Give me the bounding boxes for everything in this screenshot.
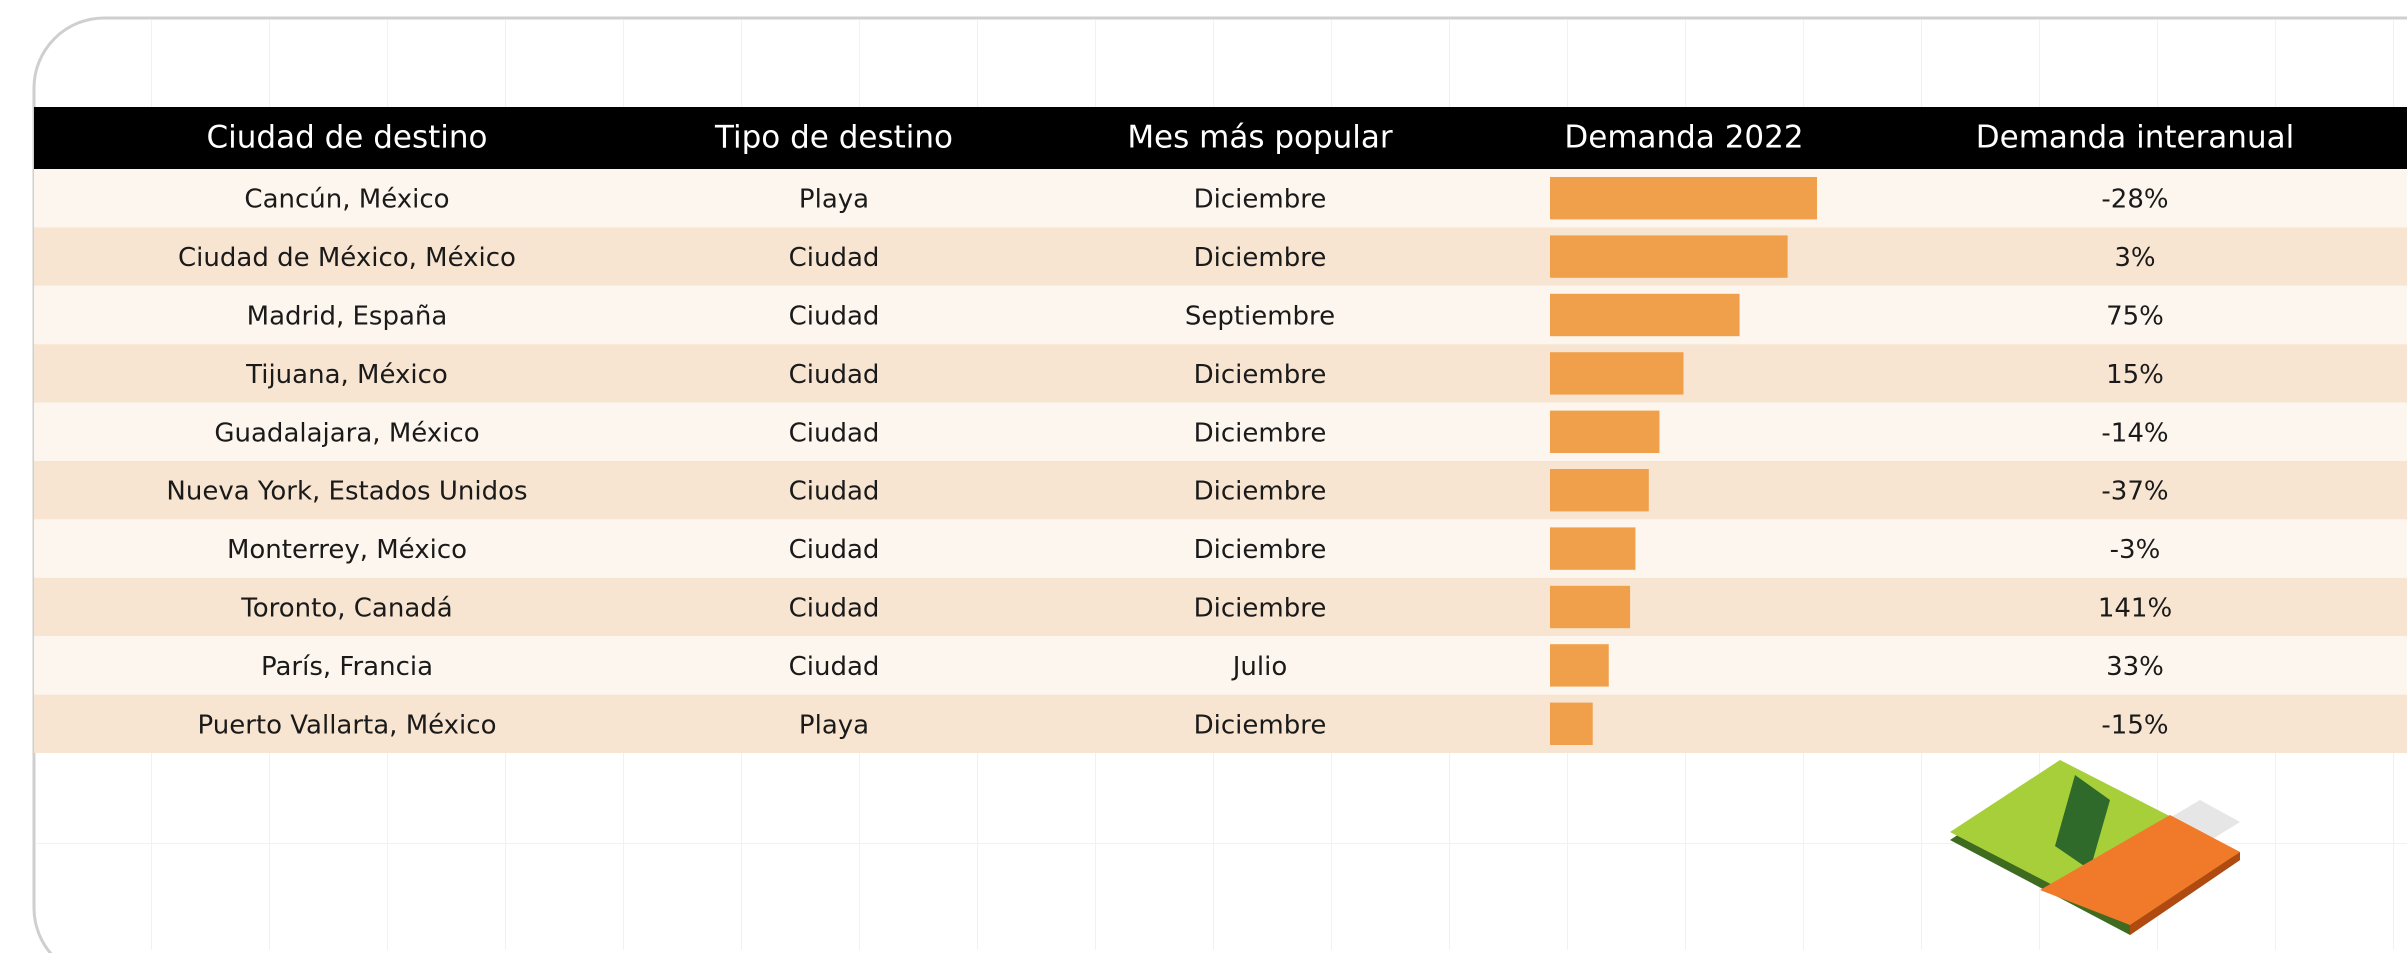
cell: 141% xyxy=(2098,594,2172,624)
cell: Ciudad xyxy=(789,477,880,507)
bar xyxy=(1550,527,1636,570)
wallet-illustration xyxy=(1950,760,2240,935)
cell: Puerto Vallarta, México xyxy=(198,710,497,740)
column-header: Demanda 2022 xyxy=(1564,120,1803,156)
cell: Ciudad xyxy=(789,302,880,332)
bar xyxy=(1550,293,1740,337)
table-header xyxy=(34,107,2407,169)
cell: Diciembre xyxy=(1194,477,1327,507)
bar xyxy=(1550,469,1649,512)
cell: 33% xyxy=(2106,652,2164,682)
cell: Nueva York, Estados Unidos xyxy=(166,477,527,507)
cell: Julio xyxy=(1231,652,1288,682)
table-row xyxy=(34,227,2407,286)
bar xyxy=(1550,644,1609,687)
cell: Diciembre xyxy=(1194,360,1327,390)
cell: 3% xyxy=(2114,243,2155,273)
table-row xyxy=(34,636,2407,695)
cell: 75% xyxy=(2106,302,2164,332)
cell: Diciembre xyxy=(1194,535,1327,565)
cell: Toronto, Canadá xyxy=(240,594,452,624)
table-row xyxy=(34,577,2407,637)
cell: Cancún, México xyxy=(244,185,449,215)
cell: Diciembre xyxy=(1194,594,1327,624)
bar xyxy=(1550,585,1631,629)
cell: Playa xyxy=(799,185,869,215)
table-row xyxy=(34,169,2407,228)
cell: Ciudad xyxy=(789,594,880,624)
cell: -14% xyxy=(2101,418,2168,448)
table-row xyxy=(34,519,2407,578)
bar xyxy=(1550,410,1660,453)
cell: Guadalajara, México xyxy=(214,418,479,448)
cell: Ciudad xyxy=(789,535,880,565)
cell: -15% xyxy=(2101,710,2168,740)
cell: -3% xyxy=(2110,535,2161,565)
cell: Ciudad xyxy=(789,652,880,682)
cell: Tijuana, México xyxy=(245,360,448,390)
cell: Ciudad xyxy=(789,243,880,273)
cell: Diciembre xyxy=(1194,243,1327,273)
table-row xyxy=(34,694,2407,753)
column-header: Ciudad de destino xyxy=(207,120,488,156)
cell: Playa xyxy=(799,710,869,740)
table-row xyxy=(34,461,2407,520)
cell: Ciudad de México, México xyxy=(178,243,516,273)
cell: París, Francia xyxy=(261,652,433,682)
cell: -28% xyxy=(2101,185,2168,215)
column-header: Mes más popular xyxy=(1127,120,1393,156)
cell: Diciembre xyxy=(1194,710,1327,740)
column-header: Demanda interanual xyxy=(1976,120,2294,156)
cell: Ciudad xyxy=(789,418,880,448)
cell: Septiembre xyxy=(1185,302,1335,332)
cell: Ciudad xyxy=(789,360,880,390)
table-body: Cancún, México Playa Diciembre -28% Ciudad d… xyxy=(34,169,2407,753)
bar xyxy=(1550,235,1788,278)
cell: 15% xyxy=(2106,360,2164,390)
cell: -37% xyxy=(2101,477,2168,507)
bar xyxy=(1550,177,1817,220)
table-row xyxy=(34,285,2407,345)
bar xyxy=(1550,352,1684,395)
cell: Monterrey, México xyxy=(227,535,467,565)
bar xyxy=(1550,702,1593,745)
cell: Diciembre xyxy=(1194,418,1327,448)
table-row xyxy=(34,402,2407,461)
table-row xyxy=(34,344,2407,403)
cell: Diciembre xyxy=(1194,185,1327,215)
cell: Madrid, España xyxy=(247,302,448,332)
column-header: Tipo de destino xyxy=(714,120,953,156)
